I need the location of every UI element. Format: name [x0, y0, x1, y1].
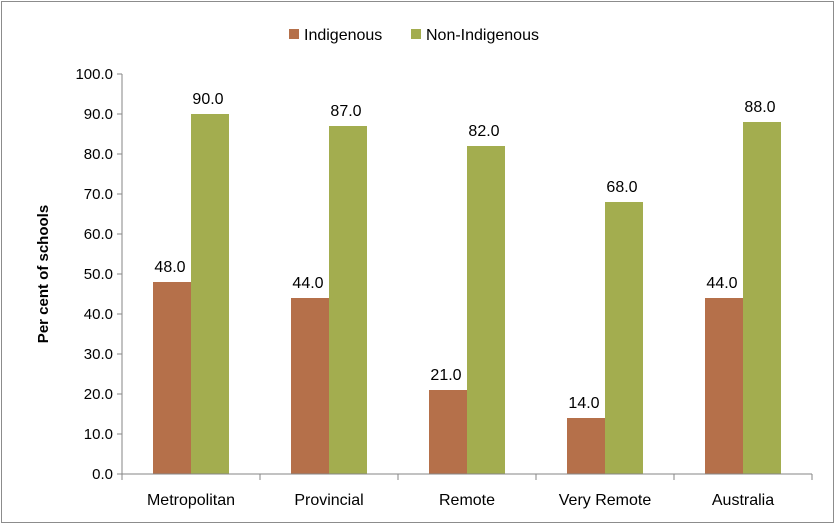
x-category-label: Remote: [439, 492, 495, 509]
y-tick-label: 20.0: [84, 386, 113, 403]
y-axis-ticks: 0.0 10.0 20.0 30.0 40.0 50.0 60.0 70.0 80.0 90.0 1…: [75, 66, 122, 483]
bar-non-indigenous-australia: [743, 122, 781, 474]
legend: Indigenous Non-Indigenous: [289, 27, 539, 44]
data-label: 88.0: [744, 99, 775, 116]
bar-non-indigenous-very-remote: [605, 202, 643, 474]
bar-non-indigenous-remote: [467, 146, 505, 474]
bar-indigenous-remote: [429, 390, 467, 474]
x-axis-labels: Metropolitan Provincial Remote Very Remote A…: [147, 492, 774, 509]
data-label: 48.0: [154, 259, 185, 276]
data-label: 82.0: [468, 123, 499, 140]
x-category-label: Very Remote: [559, 492, 652, 509]
y-tick-label: 10.0: [84, 426, 113, 443]
bar-non-indigenous-provincial: [329, 126, 367, 474]
bar-indigenous-metropolitan: [153, 282, 191, 474]
y-tick-label: 100.0: [75, 66, 113, 83]
x-category-label: Provincial: [294, 492, 363, 509]
bar-non-indigenous-metropolitan: [191, 114, 229, 474]
bar-indigenous-australia: [705, 298, 743, 474]
data-label: 44.0: [706, 275, 737, 292]
bar-indigenous-very-remote: [567, 418, 605, 474]
data-label: 68.0: [606, 179, 637, 196]
y-tick-label: 30.0: [84, 346, 113, 363]
data-label: 21.0: [430, 367, 461, 384]
x-category-label: Australia: [712, 492, 774, 509]
data-labels: 48.0 90.0 44.0 87.0 21.0 82.0 14.0 68.0 44.0 88.0: [154, 91, 775, 412]
data-label: 90.0: [192, 91, 223, 108]
bars: [153, 114, 781, 474]
data-label: 44.0: [292, 275, 323, 292]
y-tick-label: 80.0: [84, 146, 113, 163]
y-tick-label: 0.0: [92, 466, 113, 483]
y-tick-label: 70.0: [84, 186, 113, 203]
y-tick-label: 50.0: [84, 266, 113, 283]
legend-label: Non-Indigenous: [426, 27, 539, 44]
legend-swatch: [411, 29, 421, 39]
y-tick-label: 60.0: [84, 226, 113, 243]
bar-indigenous-provincial: [291, 298, 329, 474]
x-category-label: Metropolitan: [147, 492, 235, 509]
y-tick-label: 40.0: [84, 306, 113, 323]
axes: [121, 74, 813, 480]
data-label: 14.0: [568, 395, 599, 412]
legend-swatch: [289, 29, 299, 39]
y-axis-title: Per cent of schools: [35, 205, 52, 343]
data-label: 87.0: [330, 103, 361, 120]
legend-label: Indigenous: [304, 27, 382, 44]
y-tick-label: 90.0: [84, 106, 113, 123]
